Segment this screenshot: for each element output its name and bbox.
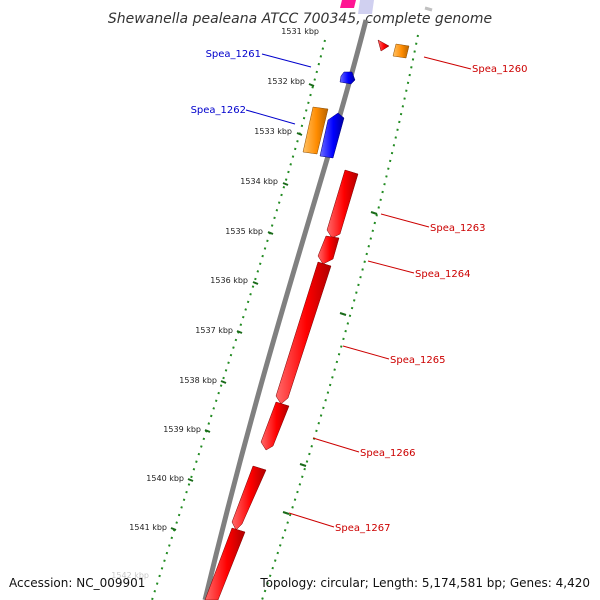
kbp-tick	[296, 132, 303, 136]
genome-title: Shewanella pealeana ATCC 700345, complet…	[108, 11, 492, 27]
gene-label-spea-1267: Spea_1267	[335, 523, 390, 534]
cds-spea-1262	[319, 112, 345, 159]
kbp-tick	[170, 527, 177, 531]
leader-spea-1261	[261, 53, 312, 68]
kbp-label: 1537 kbp	[195, 326, 233, 335]
cds-spea-1263	[326, 169, 359, 239]
kbp-label: 1532 kbp	[267, 77, 305, 86]
accession-text: Accession: NC_009901	[9, 576, 145, 590]
feature-other-top	[340, 0, 356, 8]
kbp-label: 1541 kbp	[129, 523, 167, 532]
kbp-labels: 1531 kbp 1532 kbp 1533 kbp 1534 kbp 1535…	[111, 27, 319, 580]
leader-spea-1265	[342, 345, 390, 360]
cds-spea-1265	[275, 261, 332, 405]
gene-label-spea-1263: Spea_1263	[430, 223, 485, 234]
leader-spea-1267	[288, 512, 335, 528]
feature-reverse-top	[358, 0, 374, 14]
outer-tick	[299, 463, 307, 467]
outer-tick	[282, 511, 290, 515]
cds-spea-1261	[339, 71, 356, 85]
rna-outer	[392, 43, 410, 59]
kbp-label: 1539 kbp	[163, 425, 201, 434]
outer-tick	[370, 211, 378, 215]
gene-label-spea-1262: Spea_1262	[191, 105, 246, 116]
cds-spea-1260	[377, 39, 390, 52]
kbp-tick	[282, 182, 289, 186]
kbp-label: 1533 kbp	[254, 127, 292, 136]
kbp-tick	[204, 429, 211, 433]
kbp-major-ticks	[170, 83, 315, 531]
kbp-tick	[267, 231, 274, 235]
kbp-tick	[187, 478, 194, 482]
kbp-label: 1536 kbp	[210, 276, 248, 285]
kbp-label: 1542 kbp	[111, 571, 149, 580]
outer-tick	[339, 312, 347, 316]
cds-spea-1267-b	[204, 527, 246, 600]
leader-spea-1264	[367, 260, 415, 274]
kbp-label: 1540 kbp	[146, 474, 184, 483]
kbp-label: 1535 kbp	[225, 227, 263, 236]
kbp-tick	[236, 330, 243, 334]
outer-tick-ring	[261, 34, 419, 600]
leader-spea-1262	[245, 109, 296, 125]
backbone-arc	[202, 19, 369, 600]
kbp-tick	[220, 380, 227, 384]
kbp-label: 1531 kbp	[281, 27, 319, 36]
rna-inner	[302, 106, 329, 155]
backbone-arc-top	[424, 6, 433, 12]
outer-ring-ticks	[282, 211, 378, 515]
leader-spea-1263	[380, 213, 430, 228]
genome-summary-text: Topology: circular; Length: 5,174,581 bp…	[259, 576, 590, 590]
leader-spea-1266	[312, 437, 360, 453]
kbp-label: 1538 kbp	[179, 376, 217, 385]
gene-label-spea-1264: Spea_1264	[415, 269, 470, 280]
cds-spea-1264	[317, 235, 340, 265]
gene-label-spea-1260: Spea_1260	[472, 64, 527, 75]
gene-label-spea-1266: Spea_1266	[360, 448, 415, 459]
kbp-label: 1534 kbp	[240, 177, 278, 186]
kbp-tick	[252, 281, 259, 285]
kbp-tick	[308, 83, 315, 87]
leader-spea-1260	[423, 56, 472, 70]
cds-spea-1267-a	[231, 465, 267, 531]
gene-label-spea-1265: Spea_1265	[390, 355, 445, 366]
gene-label-spea-1261: Spea_1261	[206, 49, 261, 60]
cds-spea-1266	[260, 401, 290, 451]
